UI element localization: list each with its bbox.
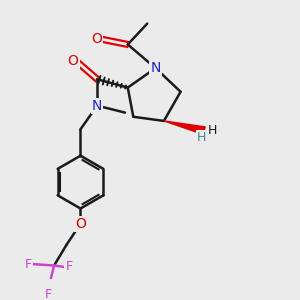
Text: N: N (92, 99, 102, 112)
Text: O: O (91, 32, 102, 46)
Text: F: F (65, 260, 72, 273)
Polygon shape (164, 121, 205, 134)
Text: O: O (207, 124, 218, 138)
Text: O: O (68, 54, 78, 68)
Text: F: F (45, 288, 52, 300)
Text: F: F (25, 258, 32, 271)
Text: H: H (197, 131, 206, 144)
Text: H: H (208, 124, 217, 137)
Text: O: O (75, 217, 86, 231)
Text: N: N (150, 61, 161, 75)
